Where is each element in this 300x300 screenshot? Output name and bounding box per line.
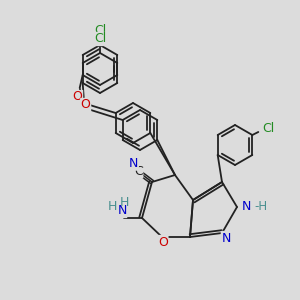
- Text: -H: -H: [254, 200, 267, 212]
- Text: N: N: [117, 205, 127, 218]
- Text: Cl: Cl: [94, 25, 106, 38]
- Text: O: O: [158, 236, 168, 248]
- Text: N: N: [129, 157, 138, 170]
- Text: Cl: Cl: [94, 32, 106, 46]
- Text: C: C: [134, 165, 143, 178]
- Text: N: N: [221, 232, 231, 244]
- Text: Cl: Cl: [262, 122, 274, 136]
- Text: O: O: [73, 91, 82, 103]
- Text: O: O: [81, 98, 91, 112]
- Text: H: H: [119, 196, 129, 208]
- Text: H: H: [107, 200, 117, 212]
- Text: N: N: [241, 200, 251, 212]
